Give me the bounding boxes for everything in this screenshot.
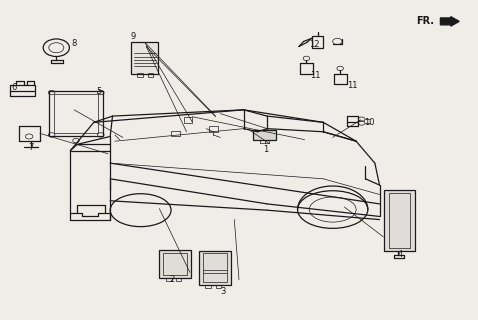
Text: 4: 4	[398, 250, 403, 259]
Text: 1: 1	[263, 145, 269, 154]
FancyBboxPatch shape	[131, 42, 158, 74]
Bar	[389, 193, 410, 248]
Text: 10: 10	[364, 118, 374, 127]
FancyArrow shape	[440, 17, 459, 26]
Text: 9: 9	[131, 32, 136, 41]
Bar	[199, 251, 231, 285]
Bar	[205, 285, 211, 288]
Bar	[49, 91, 103, 136]
Bar	[137, 74, 142, 76]
Bar	[148, 74, 153, 76]
Bar	[184, 117, 192, 123]
Bar	[203, 253, 227, 282]
Text: 3: 3	[220, 287, 225, 296]
Bar	[166, 277, 172, 281]
Text: 12: 12	[309, 40, 319, 49]
Bar	[159, 250, 191, 277]
Bar	[54, 94, 98, 133]
Text: FR.: FR.	[416, 16, 434, 26]
Text: 7: 7	[28, 143, 33, 152]
Bar	[216, 285, 221, 288]
Text: 11: 11	[310, 71, 321, 80]
Text: 5: 5	[97, 87, 102, 96]
Bar	[208, 126, 218, 132]
Bar	[253, 130, 276, 140]
Text: 11: 11	[348, 81, 358, 90]
Text: 8: 8	[71, 39, 77, 48]
Bar	[163, 252, 187, 275]
Bar	[384, 190, 414, 251]
Bar	[171, 131, 181, 136]
Bar	[312, 36, 323, 48]
Bar	[176, 277, 181, 281]
Text: 6: 6	[11, 84, 17, 92]
Text: 2: 2	[170, 275, 175, 284]
